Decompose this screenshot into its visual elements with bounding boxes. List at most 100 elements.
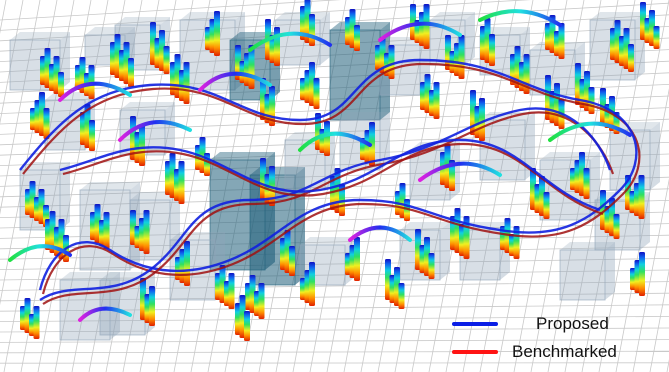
obstacle-side <box>60 162 70 230</box>
sensor-bar <box>228 273 235 309</box>
grid-line <box>0 0 342 21</box>
obstacle-box <box>559 249 606 301</box>
trajectory-arc <box>248 31 332 52</box>
sensor-bar <box>639 252 645 296</box>
trajectory-arc <box>348 225 412 242</box>
legend: Proposed Benchmarked <box>452 306 660 368</box>
grid-line <box>0 350 669 354</box>
sensor-bar <box>33 306 40 339</box>
sensor-bar <box>628 44 634 72</box>
sensor-bar <box>638 175 645 219</box>
obstacle-top <box>210 152 275 160</box>
obstacle-top <box>610 122 660 130</box>
obstacle-side <box>440 222 450 280</box>
obstacle-side <box>605 242 615 300</box>
sensor-bar <box>543 192 550 219</box>
grid-line <box>581 0 653 372</box>
sensor-bar <box>479 98 485 141</box>
grid-line <box>20 0 92 372</box>
grid-line <box>0 269 669 281</box>
grid-line <box>479 0 551 372</box>
obstacle-top <box>590 12 645 20</box>
sensor-bar <box>304 0 311 43</box>
sensor-bar <box>653 26 660 49</box>
trajectory-arc <box>378 21 462 42</box>
sensor-bar <box>613 214 620 239</box>
sensor-bar <box>43 108 50 139</box>
sensor-bar <box>324 121 330 156</box>
trajectory-arc <box>418 161 502 182</box>
sensor-bar <box>184 241 190 286</box>
obstacle-side <box>465 12 475 65</box>
sensor-bar <box>309 262 315 306</box>
grid-line <box>0 153 669 177</box>
sensor-bar-clusters <box>20 0 660 341</box>
grid-line <box>615 88 669 372</box>
sensor-bar <box>558 23 565 59</box>
sensor-bar <box>143 210 150 254</box>
benchmarked-trajectory <box>42 111 615 305</box>
sensor-bar <box>103 212 110 249</box>
trajectory-arc <box>58 81 132 102</box>
sensor-bar <box>244 311 250 341</box>
obstacle-top <box>115 17 170 25</box>
sensor-bar <box>583 168 590 199</box>
sensor-bar <box>149 286 155 326</box>
proposed-trajectory <box>59 138 601 212</box>
obstacle-top <box>340 112 390 120</box>
grid-line <box>0 316 669 322</box>
sensor-bar <box>423 4 430 49</box>
obstacle-top <box>400 222 450 230</box>
grid-line <box>377 0 449 372</box>
grid-line <box>0 0 24 125</box>
trajectory-arc <box>198 71 272 92</box>
trajectory-paths <box>8 9 641 322</box>
obstacle-top <box>85 27 135 35</box>
legend-swatch-proposed <box>452 322 498 326</box>
obstacle-side <box>650 122 660 190</box>
sensor-bar <box>309 14 315 46</box>
obstacle-side <box>320 12 330 65</box>
sensor-bar <box>458 35 465 79</box>
benchmarked-trajectory <box>22 62 641 295</box>
benchmarked-trajectory <box>62 142 604 216</box>
sensor-bar <box>513 226 520 259</box>
legend-label-benchmarked: Benchmarked <box>512 342 617 361</box>
obstacle-top <box>80 182 140 190</box>
grid-line <box>530 0 602 372</box>
sensor-bar <box>449 160 455 191</box>
obstacle-top <box>120 102 175 110</box>
trajectory-arc <box>478 9 562 27</box>
sensor-bar <box>354 25 360 51</box>
legend-item-benchmarked: Benchmarked <box>452 340 617 364</box>
obstacle-top <box>60 272 120 280</box>
sensor-bar <box>178 161 185 204</box>
obstacle-top <box>100 272 155 280</box>
obstacle-side <box>590 152 600 220</box>
grid-line <box>0 258 669 270</box>
trajectory-arc <box>8 244 72 262</box>
trajectory-arc <box>118 120 192 142</box>
grid-line <box>0 246 669 260</box>
grid-line <box>122 0 194 372</box>
sensor-bar <box>339 184 345 216</box>
grid-line <box>0 292 669 302</box>
obstacle-side <box>165 102 175 155</box>
grid-line <box>632 178 669 372</box>
sensor-bar <box>289 246 295 276</box>
grid-line <box>3 0 75 372</box>
sensor-bar <box>214 11 220 56</box>
obstacle-top <box>300 237 355 245</box>
obstacle-top <box>480 27 530 35</box>
grid-line <box>360 0 432 372</box>
obstacle-top <box>540 152 600 160</box>
sensor-bar <box>433 82 440 119</box>
sensor-bar <box>163 46 170 74</box>
obstacle-side <box>525 112 535 180</box>
sensor-bar <box>139 124 145 166</box>
grid-line <box>513 0 585 372</box>
obstacle-top <box>430 12 475 20</box>
sensor-bar <box>269 166 275 206</box>
